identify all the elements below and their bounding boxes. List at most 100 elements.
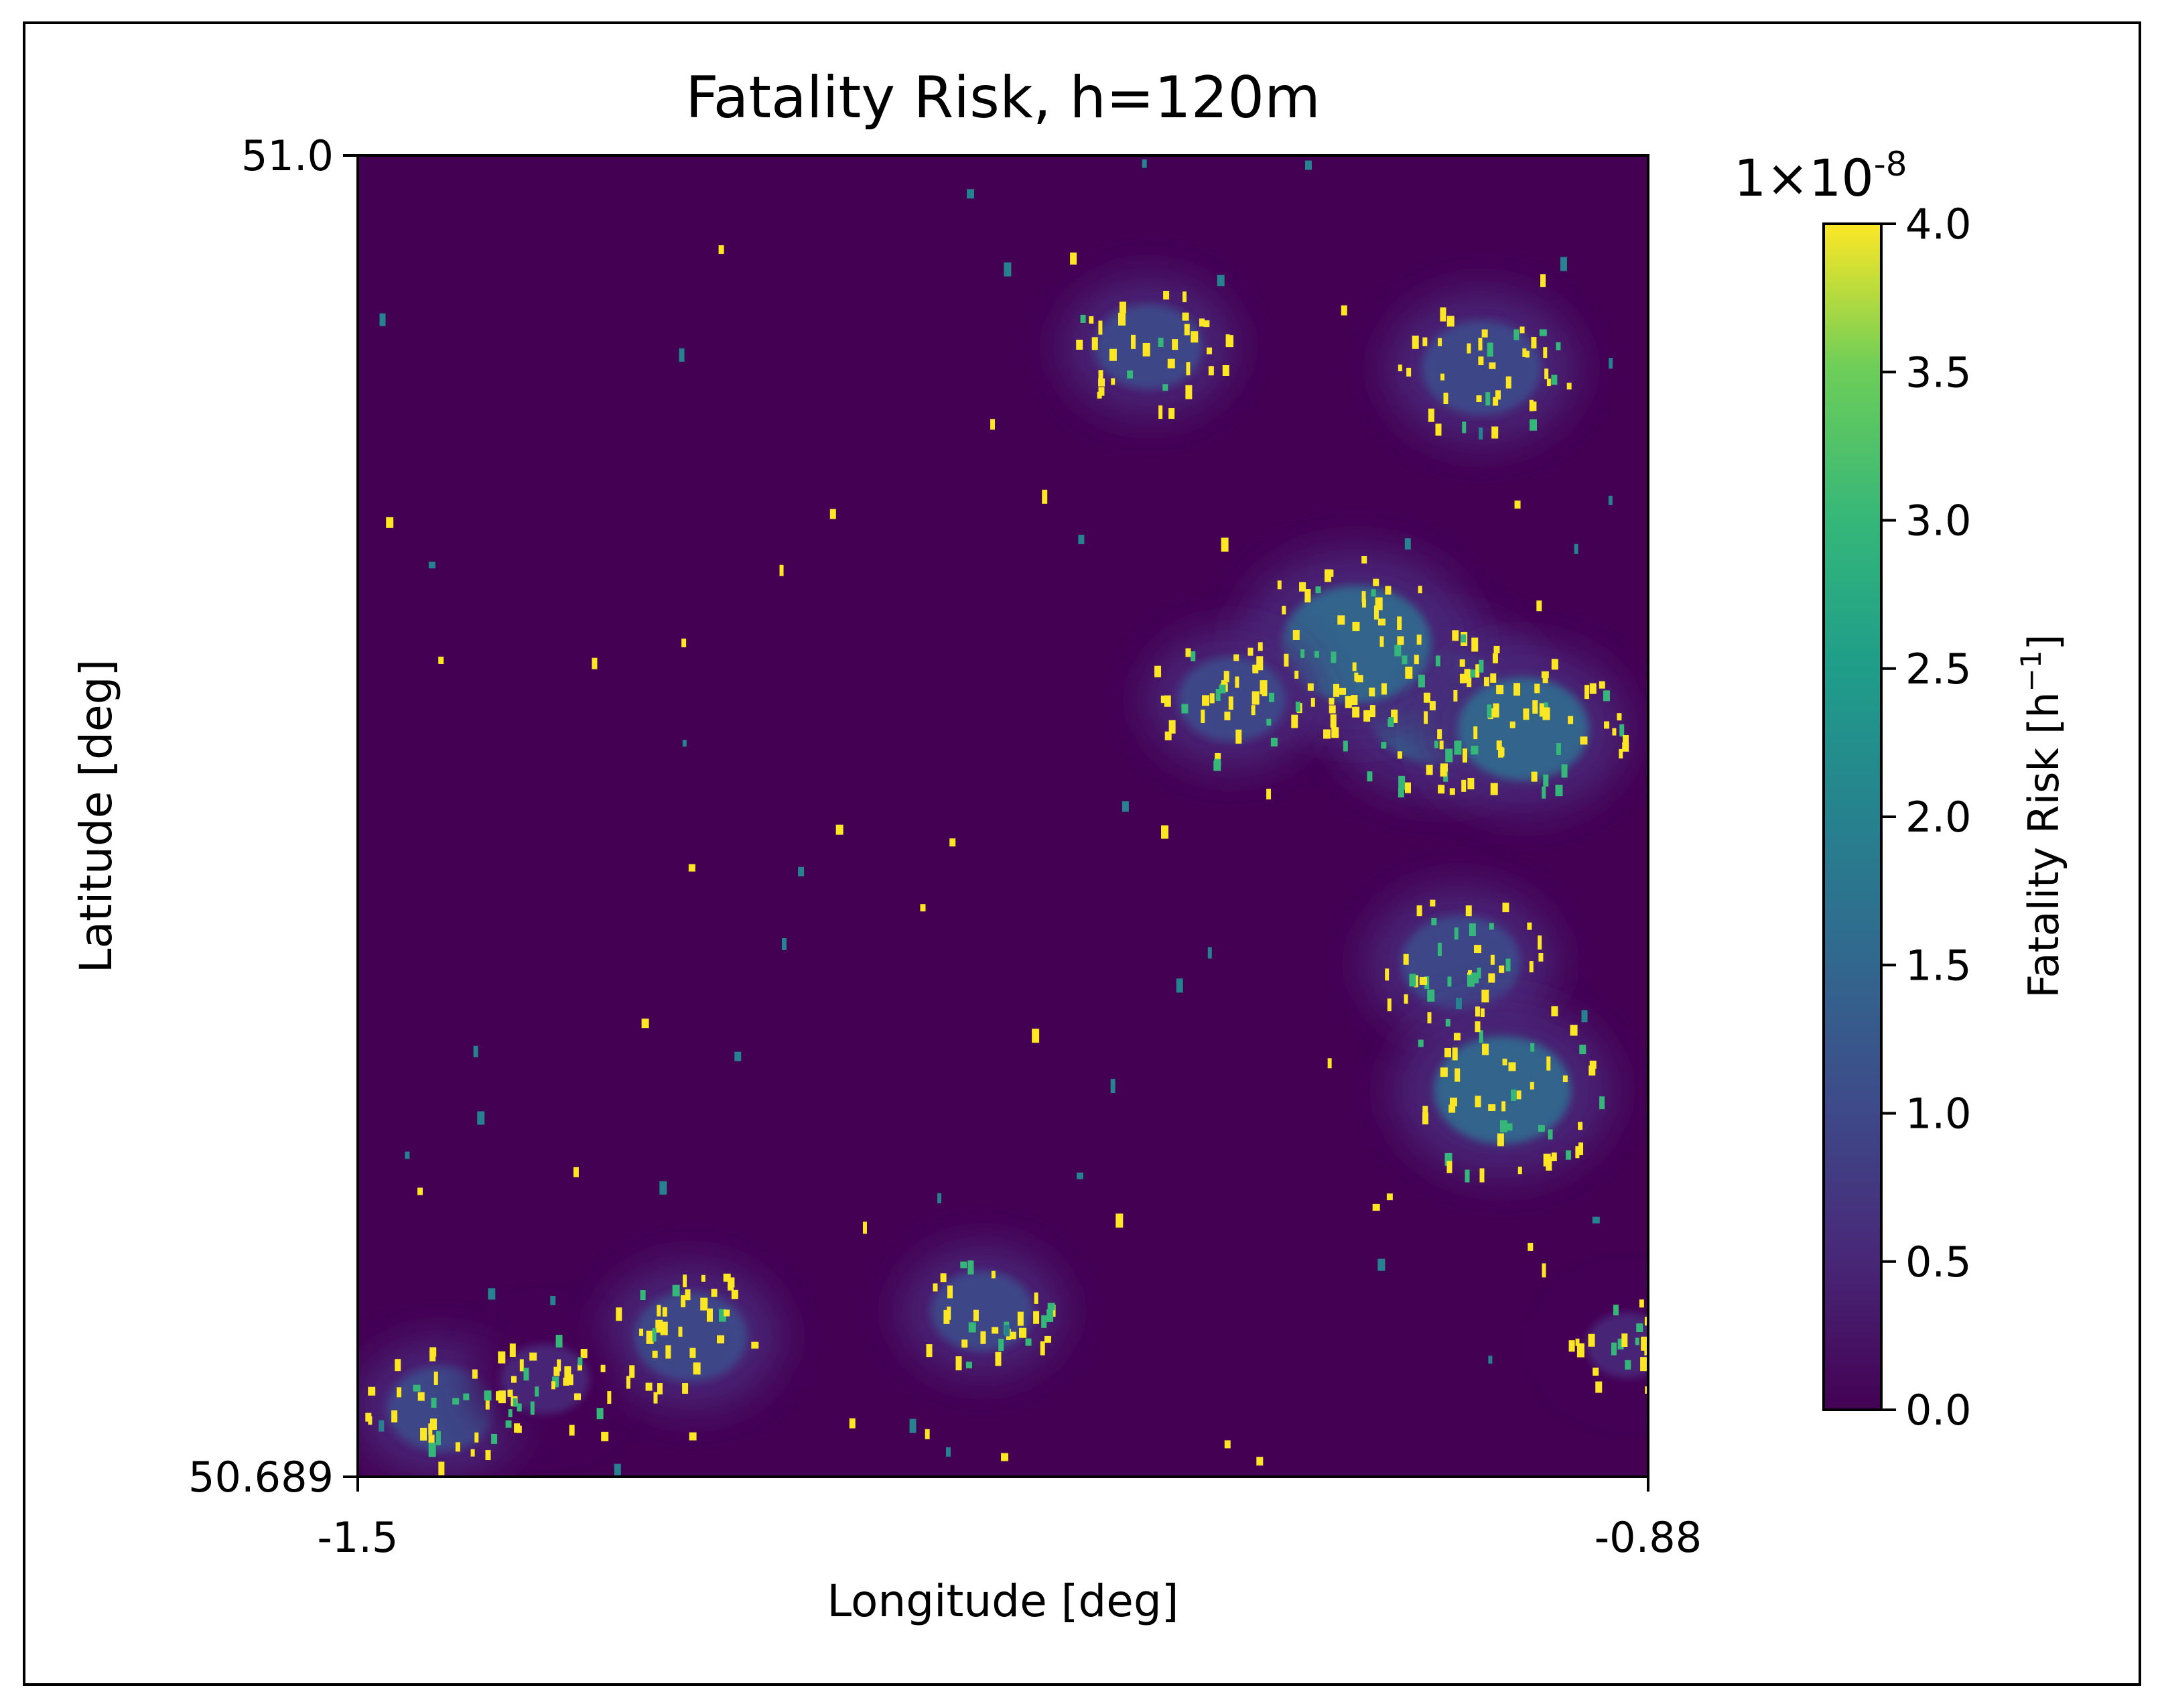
hot-pixel — [1465, 1169, 1470, 1183]
hot-pixel — [1160, 696, 1166, 704]
hot-pixel — [1511, 1090, 1517, 1102]
hot-pixel — [1623, 734, 1629, 748]
hot-pixel — [1540, 274, 1546, 287]
hot-pixel — [1109, 348, 1117, 361]
hot-pixel — [1299, 582, 1306, 592]
hot-pixel — [1377, 618, 1385, 626]
hot-pixel — [646, 1330, 654, 1344]
hot-pixel — [488, 1288, 496, 1300]
hot-pixel — [1514, 501, 1521, 509]
hot-pixel — [1447, 976, 1452, 987]
risk-region-core — [1401, 915, 1521, 1010]
hot-pixel — [1440, 763, 1448, 772]
hot-pixel — [1502, 1058, 1507, 1065]
hot-pixel — [1589, 683, 1597, 694]
hot-pixel — [1493, 645, 1500, 653]
hot-pixel — [1397, 616, 1402, 631]
hot-pixel — [1496, 740, 1502, 750]
hot-pixel — [1228, 696, 1233, 710]
hot-pixel — [1402, 655, 1408, 665]
hot-pixel — [700, 1297, 708, 1311]
hot-pixel — [1355, 675, 1363, 683]
hot-pixel — [701, 1274, 705, 1282]
hot-pixel — [1589, 1060, 1597, 1069]
colorbar-tick-label: 0.5 — [1905, 1238, 1972, 1287]
hot-pixel — [573, 1167, 579, 1177]
hot-pixel — [1424, 711, 1428, 724]
hot-pixel — [1678, 1348, 1682, 1356]
hot-pixel — [1440, 373, 1445, 381]
hot-pixel — [1381, 683, 1387, 695]
hot-pixel — [564, 1366, 571, 1380]
hot-pixel — [1379, 636, 1384, 647]
hot-pixel — [1465, 905, 1472, 917]
hot-pixel — [1373, 578, 1379, 586]
hot-pixel — [1422, 1106, 1428, 1120]
hot-pixel — [1362, 599, 1367, 608]
hot-pixel — [1089, 316, 1094, 324]
hot-pixel — [672, 1285, 680, 1297]
hot-pixel — [1098, 378, 1105, 387]
hot-pixel — [1469, 669, 1477, 678]
hot-pixel — [990, 419, 996, 430]
hot-pixel — [1525, 350, 1530, 358]
hot-pixel — [1477, 968, 1481, 979]
hot-pixel — [1542, 673, 1548, 683]
hot-pixel — [1446, 1161, 1452, 1173]
hot-pixel — [1041, 1315, 1047, 1328]
hot-pixel — [1224, 1440, 1231, 1449]
hot-pixel — [1201, 710, 1205, 724]
hot-pixel — [1581, 1010, 1588, 1023]
hot-pixel — [731, 1289, 738, 1299]
hot-pixel — [1438, 338, 1442, 346]
hot-pixel — [968, 1322, 976, 1333]
hot-pixel — [555, 1335, 563, 1348]
hot-pixel — [1266, 789, 1272, 800]
hot-pixel — [781, 937, 787, 950]
hot-pixel — [940, 1273, 947, 1283]
hot-pixel — [1568, 1340, 1575, 1352]
hot-pixel — [498, 1351, 506, 1364]
hot-pixel — [1142, 159, 1147, 168]
hot-pixel — [397, 1387, 402, 1398]
hot-pixel — [1256, 1457, 1264, 1466]
hot-pixel — [1528, 1242, 1534, 1251]
hot-pixel — [645, 1382, 653, 1391]
hot-pixel — [1543, 1153, 1551, 1167]
hot-pixel — [429, 1350, 436, 1362]
hot-pixel — [652, 1350, 658, 1358]
hot-pixel — [693, 1362, 701, 1375]
hot-pixel — [1530, 419, 1538, 431]
hot-pixel — [1475, 1096, 1481, 1108]
hot-pixel — [1033, 1311, 1040, 1324]
hot-pixel — [519, 1359, 524, 1372]
hot-pixel — [1551, 1152, 1557, 1161]
hot-pixel — [1354, 672, 1359, 681]
hot-pixel — [1431, 917, 1437, 925]
hot-pixel — [1343, 740, 1348, 752]
hot-pixel — [1047, 1303, 1055, 1311]
hot-pixel — [1202, 695, 1210, 706]
risk-region-core — [1282, 585, 1432, 703]
hot-pixel — [949, 838, 956, 847]
hot-pixel — [1268, 692, 1274, 702]
hot-pixel — [431, 1397, 437, 1408]
hot-pixel — [965, 1362, 972, 1369]
hot-pixel — [1499, 1120, 1507, 1132]
risk-hotspot-pixels — [365, 159, 1682, 1475]
colorbar-tick-label: 1.0 — [1905, 1090, 1972, 1138]
hot-pixel — [1339, 687, 1347, 695]
hot-pixel — [1445, 748, 1453, 763]
hot-pixel — [1480, 1008, 1485, 1017]
hot-pixel — [1391, 709, 1398, 723]
hot-pixel — [1449, 1098, 1457, 1107]
plot-border — [356, 154, 1649, 1478]
hot-pixel — [1435, 423, 1442, 436]
hot-pixel — [395, 1359, 401, 1372]
hot-pixel — [523, 1368, 529, 1381]
hot-pixel — [1574, 543, 1578, 554]
hot-pixel — [1252, 664, 1259, 673]
hot-pixel — [1530, 1081, 1534, 1090]
hot-pixel — [1304, 160, 1312, 170]
hot-pixel — [1208, 366, 1214, 376]
